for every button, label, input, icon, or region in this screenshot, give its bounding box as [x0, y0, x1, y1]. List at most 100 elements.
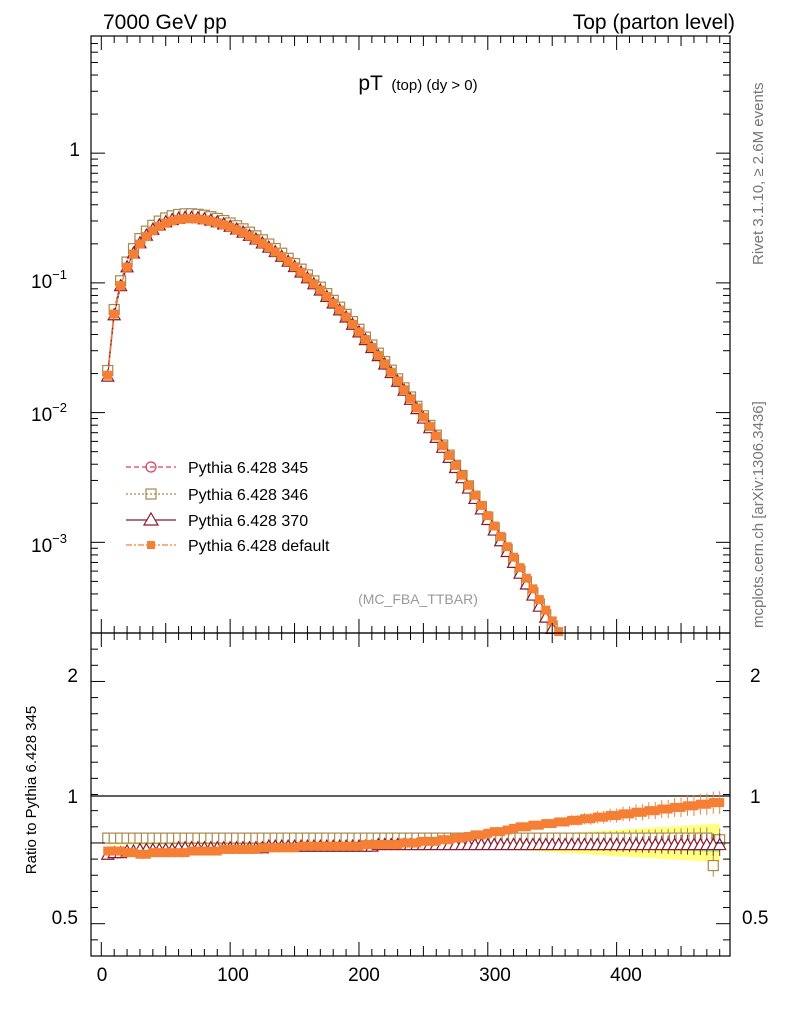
- series-line: [107, 216, 553, 629]
- ratio-point: [650, 806, 660, 816]
- xtick-100: 100: [217, 965, 249, 986]
- ratio-point: [489, 827, 499, 837]
- data-point: [438, 441, 448, 451]
- main-title-sub: (top) (dy > 0): [391, 77, 477, 94]
- ratio-point: [496, 827, 506, 837]
- data-point: [431, 431, 441, 441]
- ratio-point: [457, 833, 467, 843]
- ratio-point: [502, 825, 512, 835]
- ratio-point: [367, 840, 377, 850]
- legend-label-default: Pythia 6.428 default: [188, 538, 330, 555]
- ratio-point: [567, 815, 577, 825]
- ratio-point: [225, 844, 235, 854]
- data-point: [425, 422, 435, 432]
- data-point: [509, 552, 519, 562]
- data-point: [470, 490, 480, 500]
- ratio-point: [154, 848, 164, 858]
- data-point: [225, 222, 235, 232]
- xtick-300: 300: [479, 965, 511, 986]
- ratio-point: [586, 814, 596, 824]
- ratio-point: [315, 841, 325, 851]
- data-point: [386, 367, 396, 377]
- ratio-point: [206, 846, 216, 856]
- data-point: [360, 335, 370, 345]
- ratio-point: [547, 819, 557, 829]
- ratio-point: [702, 799, 712, 809]
- data-point: [148, 226, 158, 236]
- legend-label-345: Pythia 6.428 345: [188, 460, 308, 477]
- ratio-point: [412, 838, 422, 848]
- ratio-point: [341, 841, 351, 851]
- main-series-group: [100, 208, 564, 637]
- analysis-watermark: (MC_FBA_TTBAR): [358, 591, 478, 607]
- data-point: [380, 359, 390, 369]
- data-point: [180, 214, 190, 224]
- series-3: [103, 214, 564, 637]
- legend-label-370: Pythia 6.428 370: [188, 513, 308, 530]
- ratio-point: [238, 844, 248, 854]
- ratio-point: [283, 843, 293, 853]
- ratio-ytick-1-right: 1: [750, 787, 761, 808]
- data-point: [502, 542, 512, 552]
- legend-marker-370: [142, 511, 160, 526]
- ratio-ytick-0p5-right: 0.5: [742, 908, 768, 929]
- data-point: [515, 563, 525, 573]
- ratio-point: [244, 844, 254, 854]
- data-point: [483, 511, 493, 521]
- ratio-point: [161, 848, 171, 858]
- ratio-point: [406, 838, 415, 848]
- data-point: [103, 370, 113, 380]
- ratio-point: [232, 844, 242, 854]
- ratio-point: [309, 841, 319, 851]
- data-point: [109, 309, 119, 319]
- ratio-axis-ticks: [91, 633, 730, 956]
- ratio-point: [180, 848, 190, 858]
- ratio-ytick-2: 2: [67, 666, 78, 687]
- ratio-ytick-1: 1: [67, 787, 78, 808]
- ratio-ylabel: Ratio to Pythia 6.428 345: [23, 706, 40, 874]
- ratio-point: [257, 843, 267, 853]
- data-point: [418, 412, 428, 422]
- legend-label-346: Pythia 6.428 346: [188, 487, 308, 504]
- series-0: [102, 210, 558, 633]
- ratio-point: [670, 802, 680, 812]
- ratio-point: [695, 799, 705, 809]
- rivet-version-label: Rivet 3.1.10, ≥ 2.6M events: [750, 83, 767, 266]
- ratio-point: [592, 812, 602, 822]
- ratio-point: [418, 836, 428, 846]
- data-point: [309, 279, 319, 289]
- data-point: [457, 470, 467, 480]
- data-point: [122, 262, 132, 272]
- ratio-point: [148, 848, 158, 858]
- xtick-400: 400: [610, 965, 642, 986]
- xtick-200: 200: [348, 965, 380, 986]
- data-point: [135, 239, 145, 249]
- ratio-point: [470, 830, 480, 840]
- main-plot-frame: [90, 35, 731, 634]
- ratio-point: [657, 804, 667, 814]
- ratio-point: [554, 817, 564, 827]
- data-point: [296, 267, 306, 277]
- data-point: [521, 573, 531, 583]
- ratio-point: [103, 846, 113, 856]
- ratio-point: [328, 841, 338, 851]
- ratio-point: [463, 831, 473, 841]
- ratio-point: [212, 846, 222, 856]
- ratio-point: [431, 836, 441, 846]
- ratio-point: [515, 822, 525, 832]
- data-point: [335, 305, 345, 315]
- data-point: [154, 221, 164, 231]
- legend-entry-346: Pythia 6.428 346: [126, 487, 308, 504]
- ratio-point: [707, 859, 719, 872]
- ratio-point: [386, 840, 396, 850]
- ytick-label-1e-3: 10−3: [31, 531, 67, 557]
- data-point: [161, 218, 171, 228]
- data-point: [290, 262, 300, 272]
- data-point: [206, 216, 216, 226]
- data-point: [244, 231, 254, 241]
- ratio-point: [579, 814, 589, 824]
- ratio-point: [560, 817, 570, 827]
- data-point: [451, 460, 461, 470]
- data-point: [354, 327, 364, 337]
- data-point: [444, 450, 454, 460]
